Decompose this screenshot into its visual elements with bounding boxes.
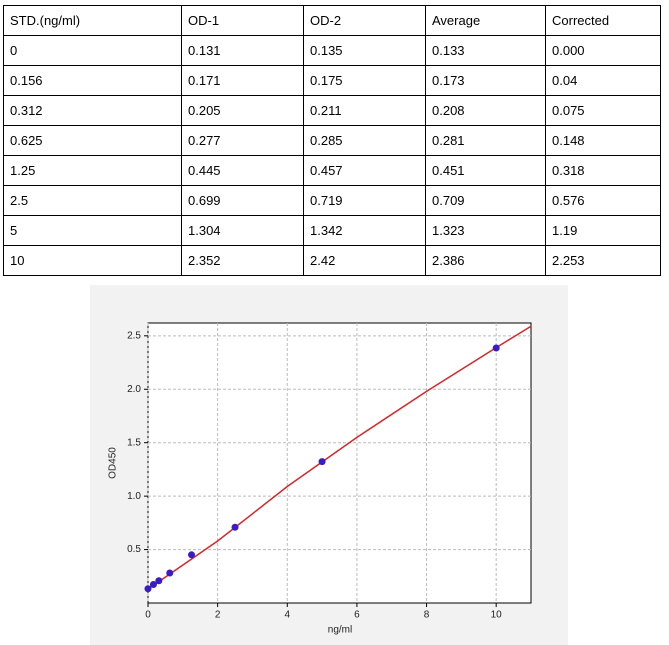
data-point	[144, 585, 152, 593]
table-cell: 10	[3, 245, 182, 276]
data-point	[155, 577, 163, 585]
table-row: 10 2.352 2.42 2.386 2.253	[3, 245, 661, 276]
data-point	[149, 581, 157, 589]
table-cell: Corrected	[545, 5, 661, 36]
table-cell: 0.281	[425, 125, 546, 156]
table-cell: 0.277	[181, 125, 304, 156]
table-cell: 0.576	[545, 185, 661, 216]
table-cell: 2.253	[545, 245, 661, 276]
table-cell: 2.42	[303, 245, 426, 276]
x-axis-label: ng/ml	[328, 625, 352, 636]
table-cell: 0.211	[303, 95, 426, 126]
table-cell: 2.5	[3, 185, 182, 216]
table-cell: 0.318	[545, 155, 661, 186]
table-cell: 0.131	[181, 35, 304, 66]
table-cell: 0.175	[303, 65, 426, 96]
x-tick-label: 8	[424, 610, 430, 621]
data-point	[166, 569, 174, 577]
table-cell: 0.451	[425, 155, 546, 186]
data-point	[231, 523, 239, 531]
table-cell: Average	[425, 5, 546, 36]
table-cell: OD-1	[181, 5, 304, 36]
table-row: 5 1.304 1.342 1.323 1.19	[3, 215, 661, 246]
table-cell: 1.19	[545, 215, 661, 246]
y-tick-label: 0.5	[127, 544, 141, 555]
table-row: 0.312 0.205 0.211 0.208 0.075	[3, 95, 661, 126]
data-point	[188, 551, 196, 559]
y-tick-label: 2.5	[127, 330, 141, 341]
y-tick-label: 2.0	[127, 384, 141, 395]
table-cell: 0.445	[181, 155, 304, 186]
table-cell: 1.342	[303, 215, 426, 246]
table-cell: 0.135	[303, 35, 426, 66]
data-table: STD.(ng/ml) OD-1 OD-2 Average Corrected 0 0.13…	[3, 5, 661, 276]
table-row: 0 0.131 0.135 0.133 0.000	[3, 35, 661, 66]
table-cell: STD.(ng/ml)	[3, 5, 182, 36]
header-row: STD.(ng/ml) OD-1 OD-2 Average Corrected	[3, 5, 661, 36]
x-tick-label: 2	[215, 610, 221, 621]
x-tick-label: 4	[284, 610, 290, 621]
table-cell: 0.208	[425, 95, 546, 126]
data-point	[318, 458, 326, 466]
table-cell: 2.386	[425, 245, 546, 276]
x-tick-label: 6	[354, 610, 360, 621]
y-tick-label: 1.5	[127, 437, 141, 448]
plot-area	[147, 322, 532, 604]
data-point	[492, 344, 500, 352]
table-cell: 2.352	[181, 245, 304, 276]
y-axis-label: OD450	[108, 447, 119, 479]
x-tick-label: 0	[145, 610, 151, 621]
x-tick-label: 10	[491, 610, 503, 621]
table-cell: 0.312	[3, 95, 182, 126]
y-tick-label: 1.0	[127, 491, 141, 502]
table-cell: 0.173	[425, 65, 546, 96]
